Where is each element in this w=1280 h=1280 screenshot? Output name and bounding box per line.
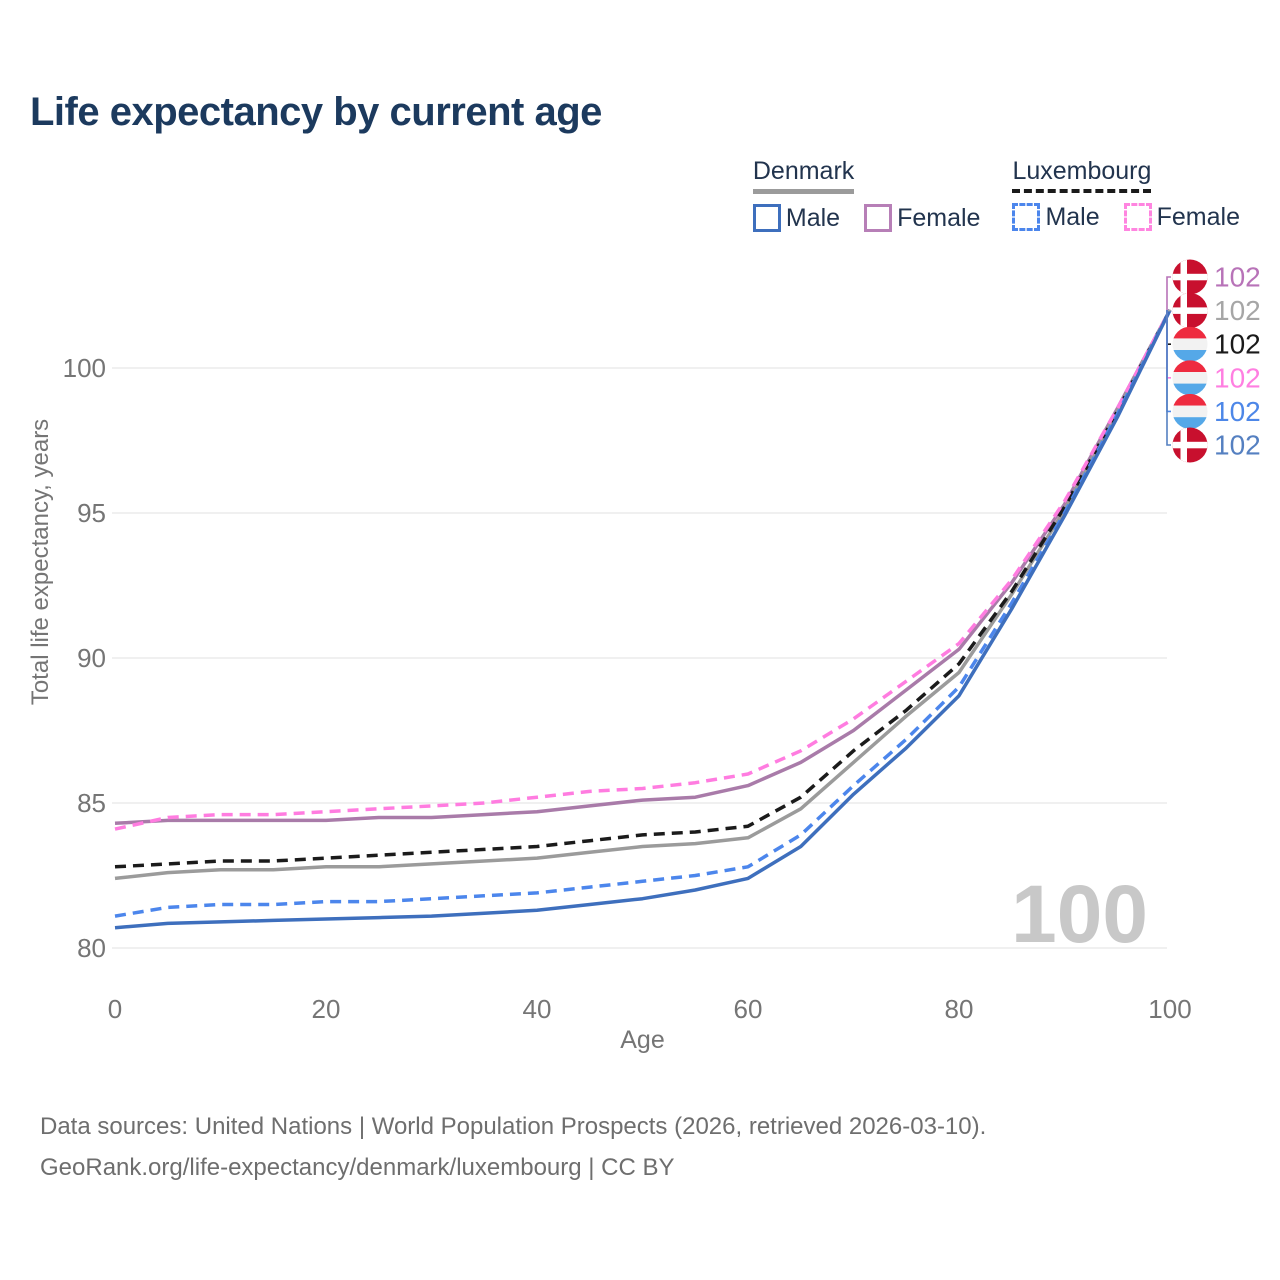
legend-item-label: Female — [1156, 202, 1240, 231]
x-tick-label: 60 — [734, 994, 763, 1024]
denmark-flag-icon — [1173, 260, 1208, 295]
legend-item-label: Male — [785, 203, 841, 232]
legend-item-luxembourg-male[interactable]: Male — [1012, 202, 1100, 232]
series-line-luxembourg-male[interactable] — [114, 309, 1172, 918]
x-tick-label: 20 — [312, 994, 341, 1024]
luxembourg-flag-icon — [1173, 360, 1208, 395]
x-tick-label: 0 — [108, 994, 122, 1024]
denmark-flag-icon — [1173, 293, 1208, 328]
end-value-label-denmark-total: 102 — [1214, 295, 1261, 326]
legend-item-label: Male — [1045, 202, 1100, 231]
y-tick-label: 90 — [77, 643, 106, 673]
x-tick-label: 80 — [945, 994, 974, 1024]
legend: Denmark Male Female Luxembourg Male — [752, 157, 1240, 233]
age-counter-watermark: 100 — [1011, 869, 1148, 960]
luxembourg-female-swatch-icon — [1123, 203, 1152, 231]
luxembourg-flag-icon — [1173, 394, 1208, 429]
legend-item-luxembourg-female[interactable]: Female — [1123, 202, 1240, 232]
end-label-connector — [1166, 310, 1171, 446]
footer-data-sources: Data sources: United Nations | World Pop… — [40, 1113, 987, 1140]
x-axis-title: Age — [620, 1026, 664, 1054]
legend-country-denmark[interactable]: Denmark — [752, 157, 855, 194]
denmark-flag-icon — [1173, 428, 1208, 463]
end-value-label-luxembourg-male: 102 — [1214, 396, 1261, 427]
footer: Data sources: United Nations | World Pop… — [40, 1106, 986, 1188]
series-line-luxembourg-female[interactable] — [114, 309, 1172, 831]
y-tick-label: 95 — [77, 498, 106, 528]
legend-group-denmark: Denmark Male Female — [752, 157, 980, 233]
legend-item-denmark-female[interactable]: Female — [864, 204, 980, 233]
series-line-denmark-female[interactable] — [114, 309, 1172, 826]
end-value-label-denmark-male: 102 — [1214, 430, 1261, 461]
legend-group-luxembourg: Luxembourg Male Female — [1012, 157, 1240, 233]
y-tick-label: 85 — [77, 788, 106, 818]
series-line-luxembourg-total[interactable] — [114, 309, 1172, 869]
x-tick-label: 100 — [1148, 994, 1191, 1024]
end-value-label-luxembourg-total: 102 — [1214, 329, 1261, 360]
end-value-label-denmark-female: 102 — [1214, 262, 1261, 293]
end-value-label-luxembourg-female: 102 — [1214, 362, 1261, 393]
page-title: Life expectancy by current age — [30, 90, 602, 134]
x-tick-label: 40 — [523, 994, 552, 1024]
luxembourg-flag-icon — [1173, 327, 1208, 362]
end-label-connector — [1166, 276, 1171, 310]
footer-attribution: GeoRank.org/life-expectancy/denmark/luxe… — [40, 1154, 675, 1181]
y-tick-label: 80 — [77, 933, 106, 963]
legend-items-denmark: Male Female — [752, 203, 980, 233]
legend-item-denmark-male[interactable]: Male — [752, 203, 841, 233]
legend-items-luxembourg: Male Female — [1012, 203, 1240, 232]
y-tick-label: 100 — [63, 353, 106, 383]
y-axis-title: Total life expectancy, years — [27, 419, 54, 705]
legend-country-luxembourg[interactable]: Luxembourg — [1012, 157, 1152, 193]
denmark-female-swatch-icon — [864, 204, 893, 232]
series-line-denmark-male[interactable] — [114, 309, 1172, 930]
luxembourg-male-swatch-icon — [1012, 203, 1041, 231]
series-line-denmark-total[interactable] — [114, 309, 1172, 881]
legend-item-label: Female — [897, 203, 981, 232]
denmark-male-swatch-icon — [752, 204, 781, 232]
